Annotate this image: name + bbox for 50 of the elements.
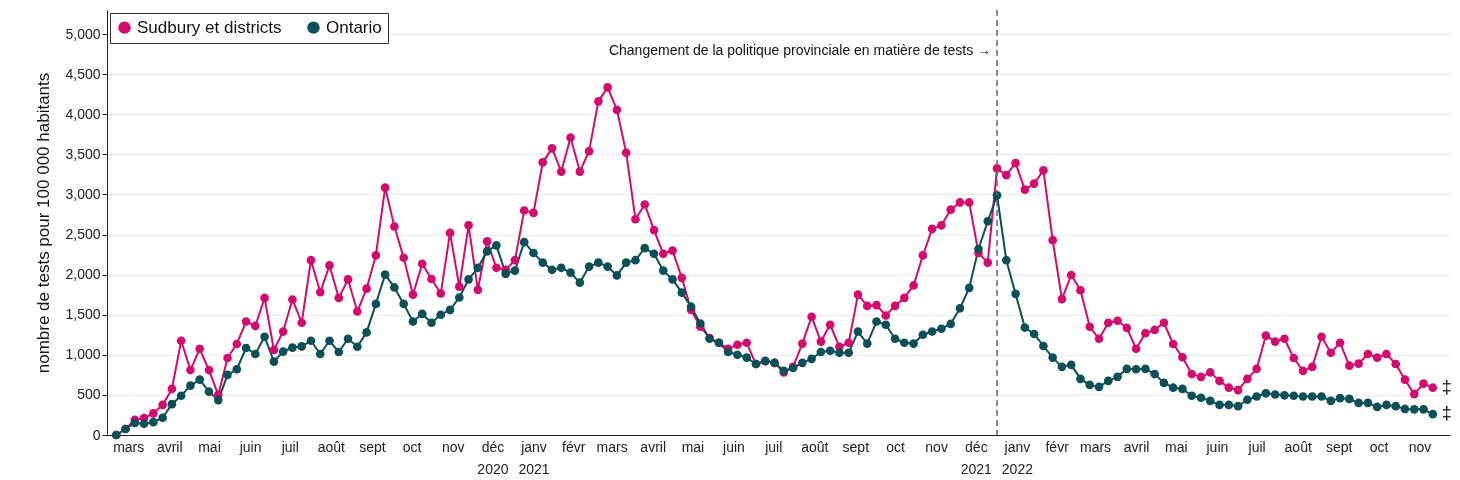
legend-label: Ontario	[326, 17, 382, 37]
ref-line-label: Changement de la politique provinciale en matière de tests →	[608, 42, 992, 58]
x-tick-label: août	[1284, 438, 1312, 455]
x-tick-label: nov	[925, 438, 948, 455]
x-tick-label: déc 2021	[960, 438, 993, 477]
x-tick-label: avril	[640, 438, 667, 455]
x-tick-label: sept	[842, 438, 870, 455]
y-tick-label: 1,500	[65, 306, 101, 323]
x-tick-label: nov	[441, 438, 465, 455]
y-tick-label: 3,500	[65, 145, 101, 162]
y-tick-label: 4,000	[65, 105, 101, 122]
x-tick-label: sept	[359, 438, 386, 455]
y-tick-label: 5,000	[65, 25, 101, 42]
y-tick-label: 1,000	[65, 346, 101, 363]
x-tick-label: juil	[1247, 438, 1266, 455]
x-tick-label: juin	[238, 438, 262, 455]
y-tick-label: 3,000	[65, 185, 101, 202]
x-tick-label: juil	[280, 438, 299, 455]
y-axis-title: nombre de tests pour 100 000 habitants	[34, 72, 54, 374]
x-tick-label: nov	[1408, 438, 1432, 455]
y-tick-label: 4,500	[65, 65, 101, 82]
x-tick-label: août	[801, 438, 829, 455]
annotation: ‡	[1441, 376, 1452, 397]
x-tick-label: déc 2020	[477, 438, 509, 477]
x-tick-label: mai	[1165, 438, 1188, 455]
y-tick-label: 500	[77, 386, 101, 403]
x-tick-label: mai	[681, 438, 705, 455]
annotation: ‡	[1441, 403, 1452, 424]
x-tick-label: oct	[886, 438, 905, 455]
x-tick-label: mars	[596, 438, 628, 455]
x-tick-label: mars	[1079, 438, 1112, 455]
y-tick-label: 0	[92, 426, 101, 443]
legend-label: Sudbury et districts	[137, 17, 282, 37]
x-tick-label: févr	[562, 438, 586, 455]
x-tick-label: juin	[1205, 438, 1229, 455]
y-tick-label: 2,000	[65, 266, 101, 283]
x-tick-label: mai	[198, 438, 221, 455]
x-tick-label: oct	[1369, 438, 1389, 455]
x-tick-label: janv 2022	[1001, 438, 1034, 477]
x-tick-label: févr	[1045, 438, 1070, 455]
x-tick-label: avril	[1123, 438, 1150, 455]
x-tick-label: avril	[156, 438, 183, 455]
x-tick-label: janv 2021	[518, 438, 550, 477]
x-tick-label: juin	[722, 438, 745, 455]
y-tick-label: 2,500	[65, 226, 101, 243]
x-tick-label: mars	[113, 438, 145, 455]
x-tick-label: août	[317, 438, 346, 455]
x-tick-label: sept	[1326, 438, 1353, 455]
x-tick-label: oct	[402, 438, 422, 455]
x-tick-label: juil	[764, 438, 783, 455]
